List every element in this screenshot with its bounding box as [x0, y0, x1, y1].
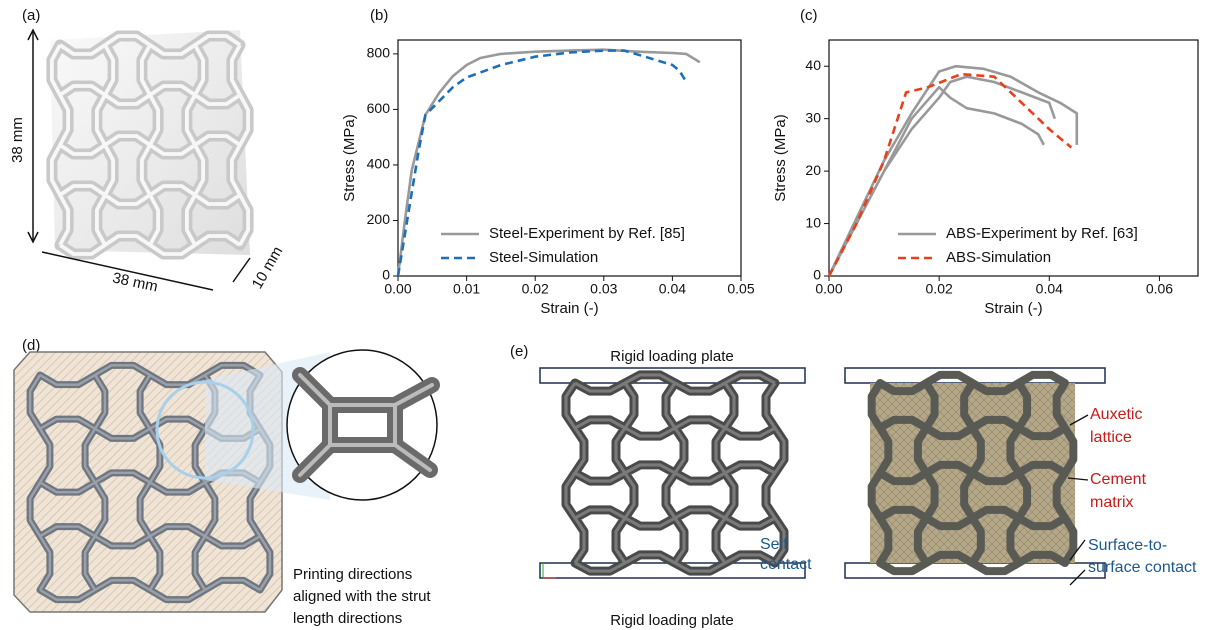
x-tick-label: 0.05 — [727, 281, 754, 297]
panel-label: (e) — [510, 343, 528, 360]
y-tick-label: 800 — [367, 45, 391, 61]
y-tick-label: 0 — [813, 267, 821, 283]
panel-label: (a) — [22, 7, 40, 24]
series-line — [398, 51, 686, 276]
x-axis-label: Strain (-) — [984, 300, 1042, 317]
annotation: Auxetic — [1090, 406, 1142, 423]
x-tick-label: 0.06 — [1146, 281, 1173, 297]
annotation: Surface-to- — [1088, 537, 1167, 554]
figure: (a) (b) (c) (d) (e) 38 mm 38 mm 10 mm Pr… — [0, 0, 1228, 630]
y-axis-label: Stress (MPa) — [341, 114, 358, 202]
x-tick-label: 0.00 — [384, 281, 411, 297]
annotation: matrix — [1090, 494, 1134, 511]
annotation: Cement — [1090, 471, 1147, 488]
note-text: Printing directions — [293, 566, 412, 583]
dimension-line — [233, 258, 250, 282]
y-tick-label: 600 — [367, 100, 391, 116]
legend-label: Steel-Simulation — [489, 249, 598, 266]
x-tick-label: 0.03 — [590, 281, 617, 297]
lattice-render — [50, 30, 250, 255]
y-tick-label: 40 — [805, 57, 821, 73]
legend-label: ABS-Experiment by Ref. [63] — [946, 225, 1138, 242]
x-tick-label: 0.04 — [659, 281, 686, 297]
y-tick-label: 400 — [367, 156, 391, 172]
panel-label: (c) — [800, 7, 818, 24]
y-tick-label: 30 — [805, 109, 821, 125]
dimension-label: 38 mm — [111, 269, 159, 295]
x-axis-label: Strain (-) — [540, 300, 598, 317]
dimension-label: 10 mm — [249, 244, 287, 292]
annotation: Self — [760, 536, 788, 553]
series-line — [829, 74, 1071, 276]
series-line — [398, 50, 700, 276]
x-tick-label: 0.04 — [1036, 281, 1063, 297]
lattice — [566, 375, 784, 571]
annotation: surface contact — [1088, 559, 1197, 576]
x-tick-label: 0.00 — [815, 281, 842, 297]
series-line — [829, 66, 1077, 276]
strut-highlight — [566, 375, 784, 571]
note-text: aligned with the strut — [293, 588, 431, 605]
note-text: length directions — [293, 610, 402, 627]
x-tick-label: 0.02 — [926, 281, 953, 297]
plate-label: Rigid loading plate — [610, 612, 733, 629]
dimension-label: 38 mm — [9, 117, 26, 163]
y-tick-label: 0 — [382, 267, 390, 283]
annotation: contact — [760, 556, 812, 573]
y-tick-label: 200 — [367, 211, 391, 227]
panel-label: (b) — [370, 7, 388, 24]
y-axis-label: Stress (MPa) — [772, 114, 789, 202]
x-tick-label: 0.01 — [453, 281, 480, 297]
y-tick-label: 10 — [805, 214, 821, 230]
y-tick-label: 20 — [805, 162, 821, 178]
legend-label: Steel-Experiment by Ref. [85] — [489, 225, 685, 242]
zoom-view — [287, 350, 437, 500]
legend-label: ABS-Simulation — [946, 249, 1051, 266]
x-tick-label: 0.02 — [522, 281, 549, 297]
annotation: lattice — [1090, 429, 1132, 446]
plate-label: Rigid loading plate — [610, 348, 733, 365]
